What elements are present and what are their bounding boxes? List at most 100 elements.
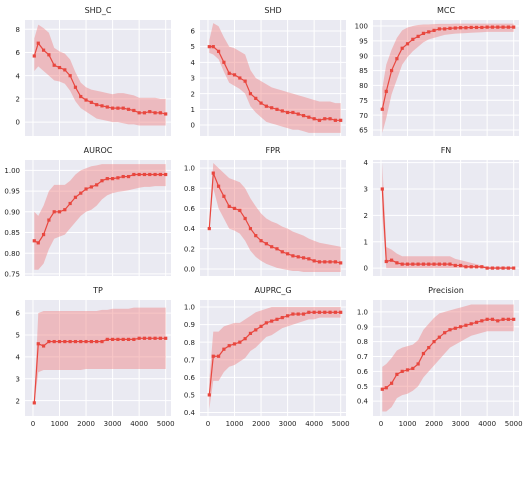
- confidence-band: [34, 307, 166, 406]
- data-point: [100, 104, 104, 108]
- data-point: [328, 260, 332, 264]
- data-point: [485, 266, 489, 270]
- data-point: [485, 317, 489, 321]
- data-point: [459, 263, 463, 268]
- data-point: [32, 54, 36, 58]
- confidence-band: [34, 164, 166, 270]
- data-point: [153, 111, 157, 115]
- data-point: [52, 210, 56, 214]
- data-point: [132, 108, 136, 113]
- y-tick-label: 0.6: [184, 205, 196, 213]
- data-point: [222, 347, 226, 351]
- plot-area: [25, 300, 171, 416]
- data-point: [164, 172, 168, 177]
- data-point: [211, 45, 215, 49]
- data-point: [280, 109, 284, 113]
- data-point: [469, 265, 473, 269]
- x-tick-label: 4000: [305, 420, 323, 428]
- y-tick-label: 0.6: [184, 374, 196, 382]
- data-point: [448, 262, 452, 266]
- data-point: [158, 172, 162, 177]
- y-tick-label: 2: [364, 212, 368, 220]
- data-point: [443, 27, 447, 31]
- data-point: [333, 310, 337, 314]
- data-point: [73, 339, 78, 344]
- data-point: [47, 53, 51, 57]
- data-point: [395, 372, 399, 376]
- data-point: [328, 117, 332, 121]
- data-point: [506, 266, 510, 270]
- data-point: [47, 218, 51, 222]
- data-point: [36, 342, 40, 346]
- data-point: [248, 226, 253, 231]
- data-point: [384, 386, 388, 390]
- data-point: [232, 342, 237, 346]
- data-point: [411, 37, 415, 41]
- data-point: [384, 259, 388, 264]
- data-point: [126, 337, 131, 341]
- subplot-title: TP: [92, 286, 103, 295]
- data-point: [512, 25, 516, 29]
- data-point: [389, 68, 394, 73]
- y-tick-label: 0.7: [357, 353, 368, 361]
- y-tick-label: 4: [191, 59, 196, 67]
- y-tick-label: 1: [364, 238, 368, 246]
- data-point: [416, 262, 420, 266]
- data-point: [512, 317, 516, 321]
- y-tick-label: 85: [359, 67, 368, 75]
- data-point: [275, 107, 279, 111]
- y-tick-label: 0.5: [184, 392, 195, 400]
- y-tick-label: 0.7: [184, 356, 195, 364]
- data-point: [421, 31, 426, 35]
- subplot-title: AUROC: [84, 146, 113, 155]
- data-point: [411, 262, 415, 266]
- data-point: [296, 255, 300, 259]
- confidence-band: [382, 162, 514, 269]
- data-point: [32, 401, 36, 405]
- data-point: [496, 25, 500, 29]
- subplot-title: AUPRC_G: [254, 286, 291, 295]
- x-tick-label: 0: [31, 420, 35, 428]
- data-point: [227, 204, 231, 208]
- data-point: [286, 252, 290, 256]
- data-point: [437, 27, 441, 31]
- data-point: [405, 368, 410, 372]
- data-point: [63, 68, 67, 72]
- plot-area: [373, 20, 519, 136]
- data-point: [432, 262, 436, 266]
- y-tick-label: 0.8: [184, 339, 195, 347]
- data-point: [41, 48, 46, 52]
- y-tick-label: 6: [16, 49, 21, 57]
- data-point: [427, 345, 431, 350]
- y-tick-label: 0.4: [357, 398, 369, 406]
- y-tick-label: 1.00: [4, 167, 20, 175]
- y-tick-label: 1.0: [357, 308, 368, 316]
- x-tick-label: 4000: [130, 420, 148, 428]
- data-point: [254, 234, 258, 238]
- data-point: [339, 310, 343, 314]
- y-tick-label: 0: [364, 265, 368, 273]
- x-tick-label: 1000: [226, 420, 244, 428]
- x-tick-label: 1000: [399, 420, 417, 428]
- data-point: [36, 241, 40, 245]
- confidence-band: [209, 307, 341, 409]
- data-point: [264, 104, 268, 108]
- x-tick-label: 3000: [279, 420, 297, 428]
- data-point: [52, 63, 56, 67]
- data-point: [137, 336, 141, 340]
- x-tick-label: 5000: [505, 420, 523, 428]
- data-point: [501, 25, 505, 29]
- data-point: [317, 260, 322, 264]
- data-point: [443, 262, 447, 266]
- data-point: [248, 331, 253, 335]
- data-point: [480, 265, 484, 269]
- data-point: [464, 323, 468, 327]
- y-tick-label: 0.8: [357, 338, 368, 346]
- data-point: [259, 239, 263, 243]
- data-point: [84, 187, 88, 191]
- data-point: [395, 57, 399, 61]
- y-tick-label: 4: [16, 354, 21, 362]
- x-tick-label: 2000: [425, 420, 443, 428]
- data-point: [389, 258, 394, 262]
- data-point: [339, 118, 343, 122]
